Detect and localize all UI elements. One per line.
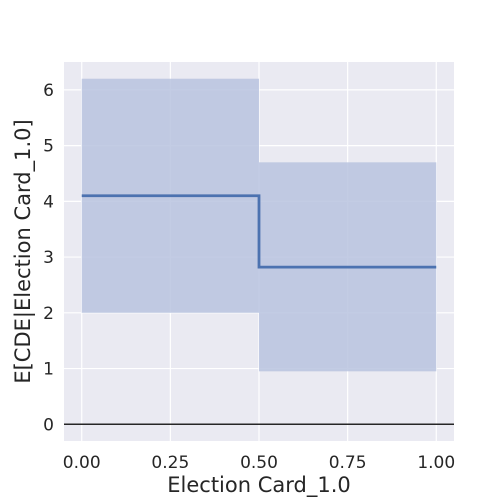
y-axis-label: E[CDE|Election Card_1.0] (11, 119, 36, 383)
y-tick-label: 2 (43, 304, 54, 324)
y-tick-label: 6 (43, 81, 54, 101)
series-lines (81, 194, 437, 269)
x-tick-label: 0.75 (329, 453, 367, 473)
y-tick-label: 4 (43, 192, 54, 212)
x-tick-label: 0.25 (151, 453, 189, 473)
x-tick-label: 0.00 (63, 453, 101, 473)
step-line (81, 194, 437, 269)
x-axis-label: Election Card_1.0 (167, 473, 351, 498)
y-tick-label: 5 (43, 137, 54, 157)
x-tick-labels: 0.00 0.25 0.50 0.75 1.00 (63, 453, 455, 473)
y-tick-label: 0 (43, 415, 54, 435)
y-tick-labels: 0 1 2 3 4 5 6 (43, 81, 54, 435)
y-tick-label: 1 (43, 360, 54, 380)
x-tick-label: 0.50 (240, 453, 278, 473)
y-tick-label: 3 (43, 248, 54, 268)
x-tick-label: 1.00 (417, 453, 455, 473)
